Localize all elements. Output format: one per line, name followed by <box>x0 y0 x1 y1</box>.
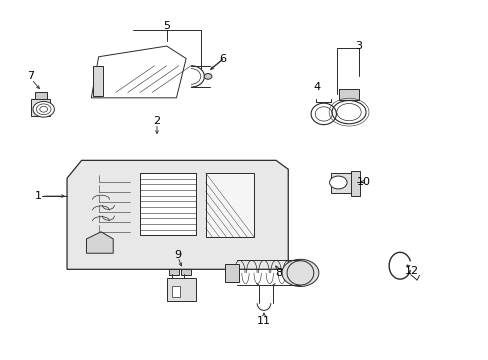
Text: 2: 2 <box>153 116 160 126</box>
Bar <box>171 287 180 297</box>
Bar <box>140 173 196 235</box>
Text: 1: 1 <box>34 191 41 201</box>
Polygon shape <box>67 160 287 269</box>
Text: 12: 12 <box>405 266 418 276</box>
Bar <box>35 92 47 99</box>
Text: 4: 4 <box>313 82 320 92</box>
Bar <box>169 269 179 275</box>
Polygon shape <box>86 232 113 253</box>
Bar <box>181 269 191 275</box>
Circle shape <box>33 102 54 117</box>
Text: 10: 10 <box>356 177 370 187</box>
Text: 3: 3 <box>355 41 362 51</box>
Circle shape <box>203 73 211 79</box>
Bar <box>30 99 50 116</box>
Bar <box>224 264 238 282</box>
Text: 9: 9 <box>173 250 181 260</box>
Circle shape <box>282 259 318 287</box>
Polygon shape <box>91 46 186 98</box>
Text: 7: 7 <box>27 71 34 81</box>
Bar <box>339 89 358 100</box>
Bar <box>166 278 196 301</box>
Text: 6: 6 <box>219 54 225 64</box>
Bar <box>205 173 254 237</box>
Circle shape <box>329 176 346 189</box>
Text: 8: 8 <box>274 268 282 278</box>
Text: 5: 5 <box>163 21 170 31</box>
Polygon shape <box>93 66 103 96</box>
Text: 11: 11 <box>256 316 270 326</box>
Bar <box>351 171 360 196</box>
Bar <box>330 173 356 193</box>
